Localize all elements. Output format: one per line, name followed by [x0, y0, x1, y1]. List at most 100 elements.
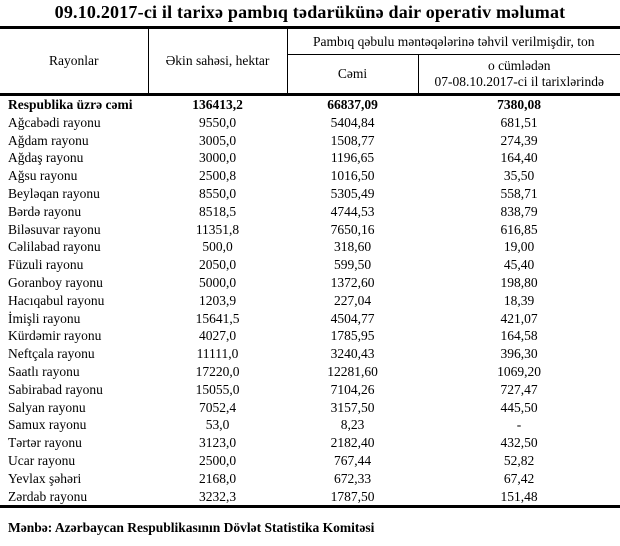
total-delivered-cell: 318,60 [333, 239, 372, 255]
recent-delivered-cell: 45,40 [503, 257, 535, 273]
total-delivered-cell: 767,44 [333, 452, 372, 468]
sown-area-cell: 7052,4 [198, 399, 237, 415]
sown-area-cell: 11351,8 [195, 221, 240, 237]
sown-area-cell: 1203,9 [198, 292, 237, 308]
recent-delivered-cell: 274,39 [500, 132, 538, 148]
table-row: Ağcabədi rayonu 9550,0 5404,84 681,51 [0, 114, 620, 132]
total-delivered-cell: 1787,50 [287, 487, 418, 509]
region-name-cell: Ucar rayonu [8, 452, 76, 468]
sown-area-cell: 8550,0 [198, 185, 237, 201]
table-row: Biləsuvar rayonu 11351,8 7650,16 616,85 [0, 221, 620, 239]
region-name-cell: Respublika üzrə cəmi [8, 97, 133, 112]
sown-area-cell: 3005,0 [198, 132, 237, 148]
sown-area-cell: 2500,8 [198, 168, 237, 184]
region-name-cell: Zərdab rayonu [0, 487, 148, 509]
header-row-sub: Cəmi o cümlədən 07-08.10.2017-ci il tari… [0, 54, 620, 96]
column-header-recent-dates: o cümlədən 07-08.10.2017-ci il tarixləri… [418, 54, 620, 96]
region-name-cell: İmişli rayonu [8, 310, 81, 326]
table-row: Yevlax şəhəri 2168,0 672,33 67,42 [0, 470, 620, 488]
sown-area-cell: 2500,0 [198, 452, 237, 468]
recent-delivered-cell: 445,50 [500, 399, 538, 415]
region-name-cell: Neftçala rayonu [8, 346, 95, 362]
recent-dates-line1: o cümlədən [487, 58, 551, 73]
region-name-cell: Cəlilabad rayonu [8, 239, 101, 255]
table-row: Salyan rayonu 7052,4 3157,50 445,50 [0, 399, 620, 417]
recent-delivered-cell: 52,82 [503, 452, 535, 468]
table-header: Rayonlar Əkin sahəsi, hektar Pambıq qəbu… [0, 27, 620, 96]
sown-area-cell: 500,0 [202, 239, 233, 255]
recent-delivered-cell: 1069,20 [497, 363, 541, 379]
recent-delivered-cell: 558,71 [500, 185, 538, 201]
recent-delivered-cell: 727,47 [500, 381, 538, 397]
table-row: Ağsu rayonu 2500,8 1016,50 35,50 [0, 167, 620, 185]
table-row: Respublika üzrə cəmi 136413,2 66837,09 7… [0, 95, 620, 114]
recent-delivered-cell: 67,42 [503, 470, 535, 486]
recent-delivered-cell: 7380,08 [497, 97, 541, 112]
sown-area-cell: 3000,0 [198, 150, 237, 166]
cotton-procurement-table: Rayonlar Əkin sahəsi, hektar Pambıq qəbu… [0, 26, 620, 509]
table-row: Saatlı rayonu 17220,0 12281,60 1069,20 [0, 363, 620, 381]
recent-delivered-cell: 681,51 [500, 114, 538, 130]
region-name-cell: Ağdam rayonu [8, 132, 89, 148]
region-name-cell: Ağsu rayonu [8, 168, 78, 184]
region-name-cell: Goranboy rayonu [8, 274, 103, 290]
region-name-cell: Yevlax şəhəri [8, 470, 82, 486]
region-name-cell: Hacıqabul rayonu [8, 292, 105, 308]
sown-area-cell: 3123,0 [198, 435, 237, 451]
report-title: 09.10.2017-ci il tarixə pambıq tədarükün… [54, 2, 566, 22]
table-row: Samux rayonu 53,0 8,23 - [0, 416, 620, 434]
sown-area-cell: 11111,0 [196, 346, 239, 362]
total-delivered-cell: 5404,84 [330, 114, 375, 130]
column-header-sown-area: Əkin sahəsi, hektar [148, 27, 288, 96]
column-header-rayonlar: Rayonlar [0, 27, 149, 96]
recent-delivered-cell: - [516, 417, 522, 433]
total-delivered-cell: 8,23 [340, 417, 365, 433]
table-row: Zərdab rayonu 3232,3 1787,50 151,48 [0, 487, 620, 509]
table-row: Cəlilabad rayonu 500,0 318,60 19,00 [0, 238, 620, 256]
table-row: Neftçala rayonu 11111,0 3240,43 396,30 [0, 345, 620, 363]
total-delivered-cell: 1016,50 [330, 168, 375, 184]
recent-delivered-cell: 164,40 [500, 150, 538, 166]
table-row: Ağdam rayonu 3005,0 1508,77 274,39 [0, 132, 620, 150]
table-body: Respublika üzrə cəmi 136413,2 66837,09 7… [0, 95, 620, 509]
total-delivered-cell: 5305,49 [330, 185, 375, 201]
column-header-total: Cəmi [287, 54, 419, 96]
table-row: Ucar rayonu 2500,0 767,44 52,82 [0, 452, 620, 470]
total-delivered-cell: 3240,43 [330, 346, 375, 362]
table-row: Beyləqan rayonu 8550,0 5305,49 558,71 [0, 185, 620, 203]
region-name-cell: Beyləqan rayonu [8, 185, 100, 201]
region-name-cell: Tərtər rayonu [8, 435, 82, 451]
region-name-cell: Biləsuvar rayonu [8, 221, 101, 237]
sown-area-cell: 136413,2 [192, 97, 243, 112]
total-delivered-cell: 66837,09 [327, 97, 378, 112]
sown-area-cell: 2168,0 [198, 470, 237, 486]
sown-area-cell: 53,0 [205, 417, 230, 433]
total-delivered-cell: 12281,60 [327, 363, 378, 379]
sown-area-cell: 5000,0 [198, 274, 237, 290]
recent-delivered-cell: 838,79 [500, 203, 538, 219]
recent-delivered-cell: 18,39 [503, 292, 535, 308]
sown-area-cell: 9550,0 [198, 114, 237, 130]
total-delivered-cell: 7104,26 [330, 381, 375, 397]
region-name-cell: Ağdaş rayonu [8, 150, 84, 166]
header-row-top: Rayonlar Əkin sahəsi, hektar Pambıq qəbu… [0, 27, 620, 96]
table-row: Sabirabad rayonu 15055,0 7104,26 727,47 [0, 381, 620, 399]
sown-area-cell: 17220,0 [195, 363, 240, 379]
total-delivered-cell: 4504,77 [330, 310, 375, 326]
total-delivered-cell: 1372,60 [330, 274, 375, 290]
total-delivered-cell: 1508,77 [330, 132, 375, 148]
total-delivered-cell: 672,33 [333, 470, 372, 486]
table-row: Bərdə rayonu 8518,5 4744,53 838,79 [0, 203, 620, 221]
region-name-cell: Salyan rayonu [8, 399, 86, 415]
column-group-header-delivered: Pambıq qəbulu məntəqələrinə təhvil veril… [287, 27, 620, 55]
recent-dates-line2: 07-08.10.2017-ci il tarixlərində [434, 74, 604, 89]
sown-area-cell: 2050,0 [198, 257, 237, 273]
recent-delivered-cell: 19,00 [503, 239, 535, 255]
region-name-cell: Kürdəmir rayonu [8, 328, 102, 344]
region-name-cell: Saatlı rayonu [8, 363, 80, 379]
recent-delivered-cell: 35,50 [503, 168, 535, 184]
table-row: Goranboy rayonu 5000,0 1372,60 198,80 [0, 274, 620, 292]
table-row: Kürdəmir rayonu 4027,0 1785,95 164,58 [0, 327, 620, 345]
recent-delivered-cell: 164,58 [500, 328, 538, 344]
